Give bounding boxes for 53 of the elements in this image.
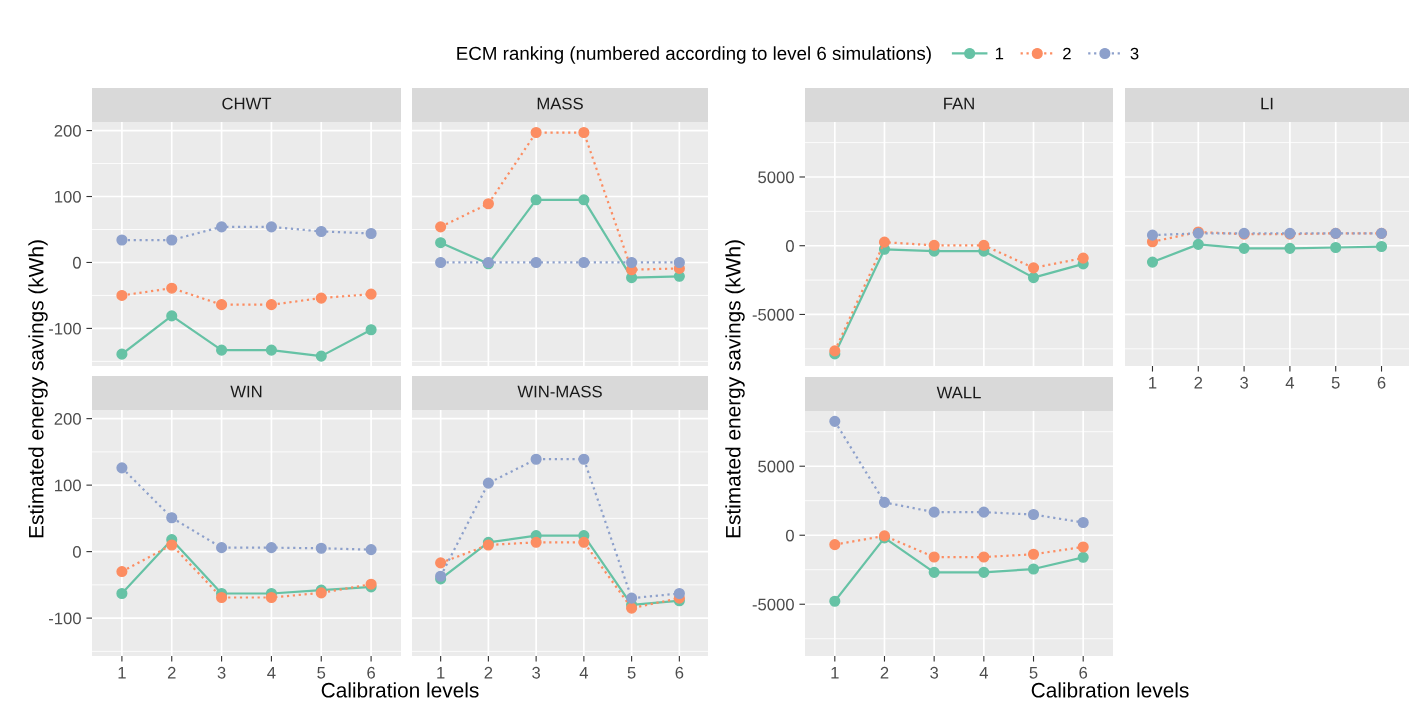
- x-tick-label: 1: [1149, 377, 1157, 389]
- x-tick-label: 4: [1285, 377, 1295, 389]
- y-tick-label: 100: [55, 479, 81, 492]
- x-tick-label: 6: [1377, 376, 1386, 389]
- y-tick-label: 0: [785, 240, 794, 252]
- chart-title: FAN: [944, 97, 974, 110]
- x-tick-label: 4: [267, 667, 276, 679]
- y-tick-label: 200: [54, 413, 81, 425]
- y-axis-title: Estimated energy savings (kWh): [28, 240, 48, 538]
- x-tick-label: 5: [1331, 377, 1340, 389]
- chart-title: WIN-MASS: [517, 385, 602, 398]
- chart-title: MASS: [537, 97, 583, 110]
- x-tick-label: 5: [317, 667, 326, 679]
- y-tick-label: 0: [72, 546, 81, 558]
- x-tick-label: 2: [167, 666, 176, 679]
- y-tick-label: 5000: [758, 460, 794, 473]
- x-tick-label: 1: [437, 667, 445, 679]
- x-tick-label: 1: [831, 667, 839, 679]
- y-axis-title: Estimated energy savings (kWh): [725, 240, 745, 538]
- x-tick-label: 2: [484, 666, 493, 679]
- x-tick-label: 3: [532, 666, 541, 679]
- legend-title: ECM ranking (numbered according to level 6 simulations): [457, 46, 931, 64]
- x-tick-label: 3: [930, 666, 939, 679]
- x-tick-label: 2: [880, 666, 889, 679]
- legend-label: 2: [1063, 47, 1071, 60]
- x-axis-title: Calibration levels: [321, 682, 479, 698]
- y-tick-label: 200: [54, 124, 81, 137]
- y-tick-label: 100: [55, 190, 81, 203]
- y-tick-label: -5000: [752, 598, 794, 611]
- x-tick-label: 2: [1194, 376, 1203, 389]
- chart-title: LI: [1261, 97, 1273, 110]
- y-tick-label: -100: [48, 612, 81, 625]
- x-tick-label: 5: [1029, 667, 1038, 679]
- x-tick-label: 6: [675, 666, 684, 679]
- y-tick-label: 0: [785, 529, 794, 542]
- chart-title: CHWT: [222, 97, 272, 110]
- x-tick-label: 3: [217, 666, 226, 679]
- x-tick-label: 3: [1240, 376, 1248, 389]
- legend-label: 3: [1130, 47, 1139, 60]
- x-axis-title: Calibration levels: [1031, 682, 1189, 698]
- y-tick-label: 5000: [758, 171, 794, 184]
- y-tick-label: -5000: [752, 308, 794, 321]
- chart-title: WIN: [230, 385, 262, 398]
- x-tick-label: 4: [579, 667, 589, 679]
- x-tick-label: 5: [627, 667, 636, 679]
- x-tick-label: 1: [118, 667, 126, 679]
- y-tick-label: 0: [72, 256, 81, 269]
- chart-title: WALL: [936, 386, 981, 399]
- x-tick-label: 6: [1079, 666, 1088, 679]
- y-tick-label: -100: [48, 322, 81, 335]
- legend-label: 1: [995, 47, 1004, 60]
- x-tick-label: 6: [367, 666, 375, 679]
- x-tick-label: 4: [979, 667, 988, 679]
